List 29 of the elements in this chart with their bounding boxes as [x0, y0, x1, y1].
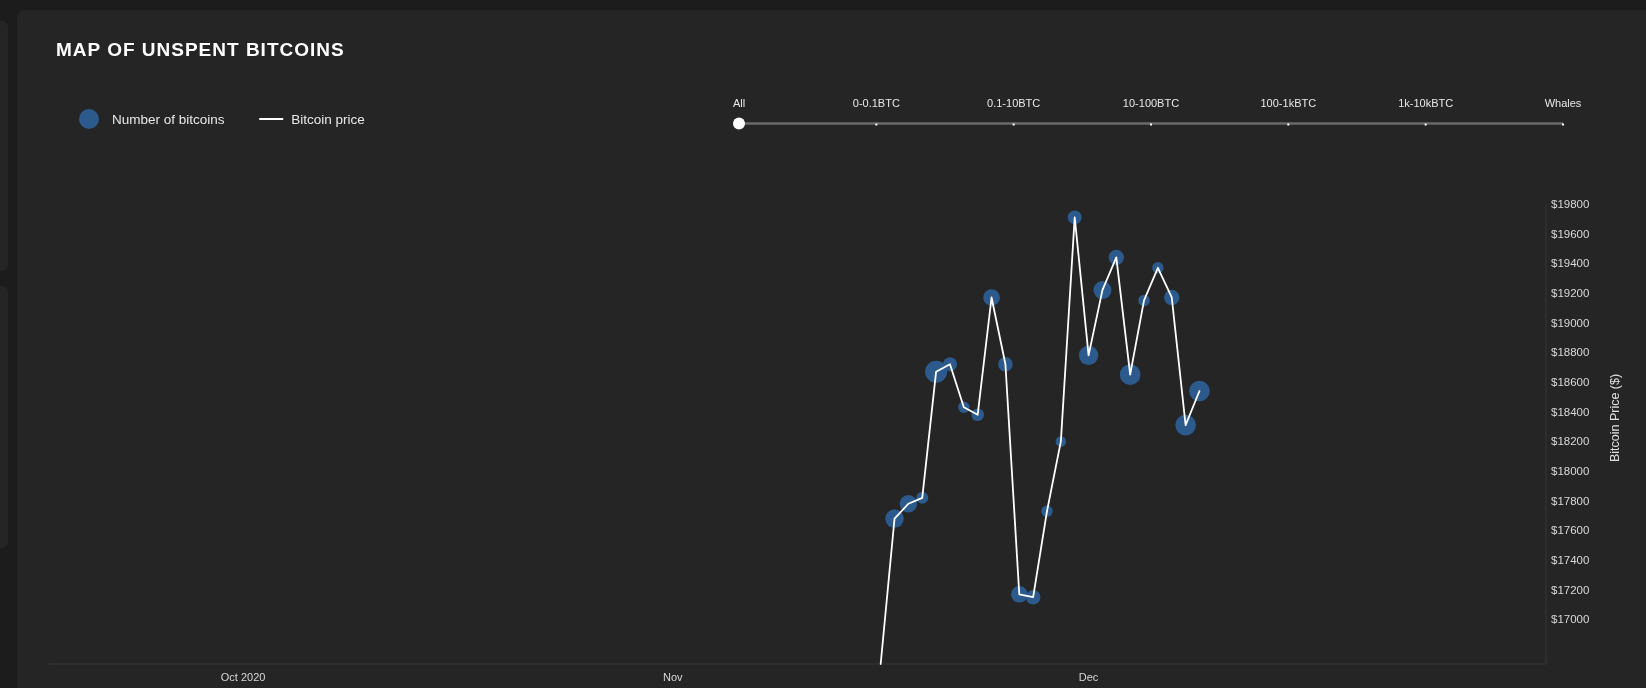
y-tick-label: $19400	[1551, 257, 1590, 270]
y-tick-label: $17400	[1551, 554, 1590, 567]
y-tick-label: $18000	[1551, 465, 1590, 478]
text: All	[732, 97, 746, 109]
y-tick-label: $18600	[1551, 376, 1590, 389]
y-tick-label: $18200	[1551, 435, 1590, 448]
y-tick-label: $19200	[1551, 287, 1590, 300]
text: 0-0.1BTC	[852, 97, 900, 109]
x-tick-label: Oct 2020	[220, 671, 266, 683]
y-axis-title: Bitcoin Price ($)	[1608, 373, 1622, 463]
text: Whales	[1544, 97, 1582, 109]
y-tick-label: $18400	[1551, 405, 1590, 418]
text: 100-1kBTC	[1260, 97, 1317, 109]
text: 1k-10kBTC	[1398, 97, 1454, 109]
text: 0.1-10BTC	[987, 97, 1041, 109]
legend-label: Number of bitcoins	[112, 111, 225, 127]
y-tick-label: $19000	[1551, 316, 1590, 329]
y-tick-label: $18800	[1551, 346, 1590, 359]
y-tick-label: $17800	[1551, 494, 1590, 507]
text: 10-100BTC	[1122, 97, 1180, 109]
x-tick-label: Dec	[1078, 671, 1099, 683]
y-tick-label: $17600	[1551, 524, 1590, 537]
chart-title: MAP OF UNSPENT BITCOINS	[56, 39, 345, 60]
y-tick-label: $17200	[1551, 583, 1590, 596]
y-tick-label: $19600	[1551, 227, 1590, 240]
legend-label: Bitcoin price	[291, 111, 365, 127]
y-tick-label: $17000	[1551, 613, 1590, 626]
x-tick-label: Nov	[662, 671, 684, 683]
y-tick-label: $19800	[1551, 198, 1590, 210]
